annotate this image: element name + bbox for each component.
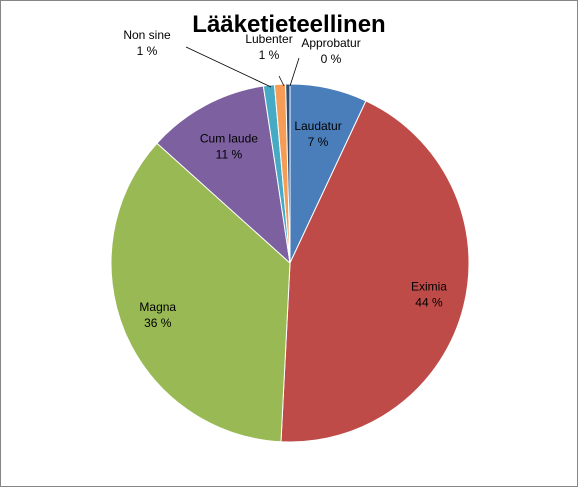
pie-slice-cum-laude	[156, 85, 291, 265]
slice-value-laudatur: 7 %	[308, 135, 329, 149]
leader-line-approbatur	[289, 57, 300, 87]
slice-name-magna: Magna	[139, 300, 176, 314]
chart-title: Lääketieteellinen	[192, 11, 386, 38]
slice-value-non-sine: 1 %	[137, 44, 158, 58]
slice-value-cum-laude: 11 %	[216, 148, 243, 162]
slice-value-magna: 36 %	[144, 316, 172, 330]
slice-value-lubenter: 1 %	[259, 48, 280, 62]
pie-slice-approbatur	[285, 83, 291, 264]
slice-name-eximia: Eximia	[411, 280, 447, 294]
slice-name-cum-laude: Cum laude	[200, 132, 258, 146]
slice-name-laudatur: Laudatur	[294, 119, 341, 133]
slice-value-eximia: 44 %	[415, 296, 443, 310]
slice-name-non-sine: Non sine	[123, 28, 171, 42]
slice-value-approbatur: 0 %	[321, 52, 342, 66]
leader-line-non-sine	[185, 46, 272, 88]
pie-slice-eximia	[280, 100, 470, 443]
leader-line-lubenter	[278, 75, 285, 87]
pie-slice-magna	[110, 142, 291, 443]
slice-name-lubenter: Lubenter	[245, 32, 292, 46]
slice-name-approbatur: Approbatur	[301, 36, 360, 50]
